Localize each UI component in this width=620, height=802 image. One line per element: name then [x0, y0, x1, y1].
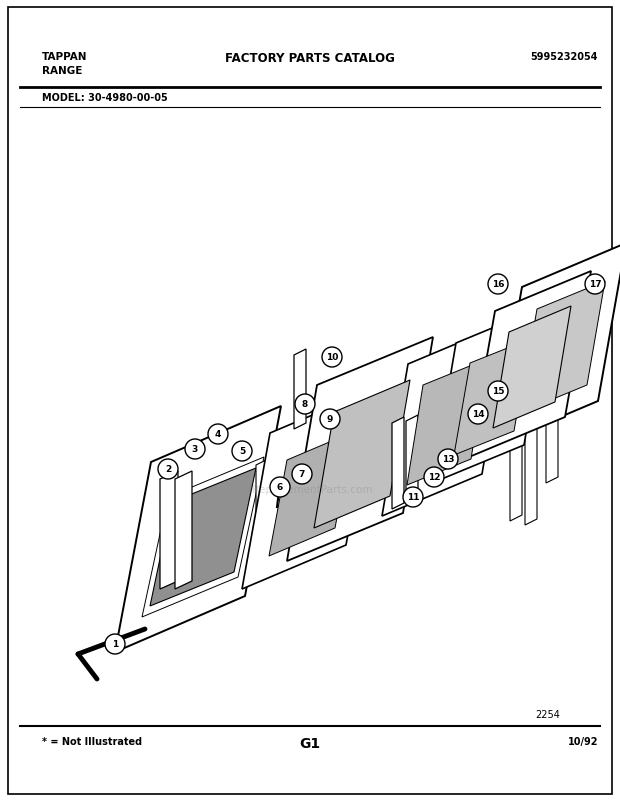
Circle shape [468, 404, 488, 424]
Polygon shape [175, 472, 192, 589]
Text: MODEL: 30-4980-00-05: MODEL: 30-4980-00-05 [42, 93, 168, 103]
Text: 2254: 2254 [535, 709, 560, 719]
Text: 13: 13 [441, 455, 454, 464]
Text: 3: 3 [192, 445, 198, 454]
Text: 2: 2 [165, 465, 171, 474]
Circle shape [424, 468, 444, 488]
Text: 10/92: 10/92 [567, 736, 598, 746]
Polygon shape [432, 306, 548, 484]
Circle shape [295, 395, 315, 415]
Circle shape [322, 347, 342, 367]
Polygon shape [314, 380, 410, 529]
Polygon shape [510, 318, 522, 521]
Text: 10: 10 [326, 353, 338, 362]
Polygon shape [525, 314, 537, 525]
Text: 5995232054: 5995232054 [531, 52, 598, 62]
Polygon shape [469, 272, 591, 457]
Text: 11: 11 [407, 493, 419, 502]
Text: * = Not Illustrated: * = Not Illustrated [42, 736, 142, 746]
Circle shape [232, 441, 252, 461]
Text: 9: 9 [327, 415, 333, 424]
Circle shape [488, 274, 508, 294]
Text: 4: 4 [215, 430, 221, 439]
Text: 6: 6 [277, 483, 283, 492]
Polygon shape [406, 415, 418, 504]
Circle shape [270, 477, 290, 497]
Circle shape [585, 274, 605, 294]
Polygon shape [392, 418, 404, 509]
Polygon shape [242, 390, 374, 589]
Text: 1: 1 [112, 640, 118, 649]
Text: RANGE: RANGE [42, 66, 82, 76]
Text: FACTORY PARTS CATALOG: FACTORY PARTS CATALOG [225, 52, 395, 65]
Text: 17: 17 [588, 280, 601, 290]
Text: 12: 12 [428, 473, 440, 482]
Text: 8: 8 [302, 400, 308, 409]
Circle shape [185, 439, 205, 460]
Circle shape [438, 449, 458, 469]
Circle shape [105, 634, 125, 654]
Polygon shape [382, 322, 508, 516]
Polygon shape [287, 338, 433, 561]
Polygon shape [454, 339, 530, 456]
Polygon shape [115, 407, 281, 652]
Text: 16: 16 [492, 280, 504, 290]
Text: TAPPAN: TAPPAN [42, 52, 87, 62]
Polygon shape [269, 432, 353, 557]
Polygon shape [294, 350, 306, 429]
Polygon shape [546, 306, 558, 484]
Text: G1: G1 [299, 736, 321, 750]
Circle shape [208, 424, 228, 444]
Text: 14: 14 [472, 410, 484, 419]
Polygon shape [150, 468, 256, 606]
Polygon shape [519, 282, 605, 414]
Circle shape [292, 464, 312, 484]
Circle shape [488, 382, 508, 402]
Circle shape [158, 460, 178, 480]
Circle shape [320, 410, 340, 429]
Polygon shape [335, 419, 358, 504]
Text: eReplacementParts.com: eReplacementParts.com [247, 484, 373, 494]
Polygon shape [276, 484, 306, 545]
Polygon shape [256, 460, 268, 579]
Polygon shape [160, 472, 178, 589]
Text: 7: 7 [299, 470, 305, 479]
Polygon shape [493, 306, 571, 428]
Polygon shape [494, 244, 620, 445]
Circle shape [403, 488, 423, 508]
Polygon shape [348, 435, 360, 509]
Text: 15: 15 [492, 387, 504, 396]
Polygon shape [407, 359, 487, 485]
Text: 5: 5 [239, 447, 245, 456]
